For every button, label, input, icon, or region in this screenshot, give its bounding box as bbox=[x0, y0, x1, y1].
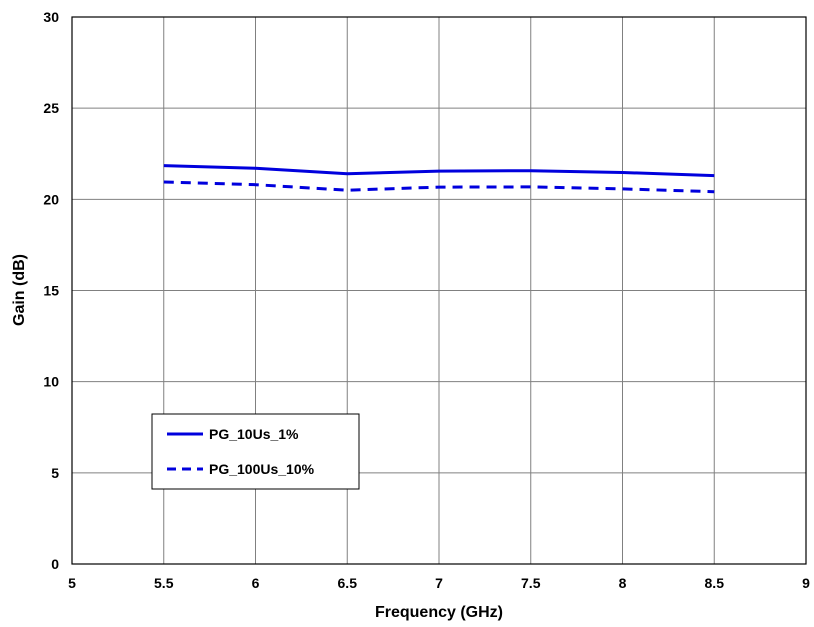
y-tick-label: 5 bbox=[51, 465, 59, 481]
y-tick-label: 0 bbox=[51, 556, 59, 572]
y-tick-label: 30 bbox=[43, 9, 59, 25]
plot-frame bbox=[71, 16, 807, 565]
x-tick-label: 5.5 bbox=[154, 575, 174, 591]
y-tick-labels: 0 5 10 15 20 25 30 bbox=[43, 9, 59, 572]
x-axis-title: Frequency (GHz) bbox=[375, 604, 503, 621]
y-tick-label: 15 bbox=[43, 283, 59, 299]
y-tick-label: 20 bbox=[43, 191, 59, 207]
legend-label-series-2: PG_100Us_10% bbox=[209, 461, 315, 477]
x-tick-label: 5 bbox=[68, 575, 76, 591]
legend: PG_10Us_1% PG_100Us_10% bbox=[151, 413, 360, 490]
x-tick-label: 8 bbox=[619, 575, 627, 591]
x-tick-labels: 5 5.5 6 6.5 7 7.5 8 8.5 9 bbox=[68, 575, 810, 591]
y-tick-label: 10 bbox=[43, 374, 59, 390]
x-tick-label: 9 bbox=[802, 575, 810, 591]
series-layer bbox=[163, 164, 715, 194]
series-line-1 bbox=[163, 164, 715, 178]
y-tick-label: 25 bbox=[43, 100, 59, 116]
x-tick-label: 7 bbox=[435, 575, 443, 591]
x-tick-label: 8.5 bbox=[705, 575, 725, 591]
series-line-2 bbox=[163, 180, 715, 194]
legend-label-series-1: PG_10Us_1% bbox=[209, 426, 299, 442]
legend-box bbox=[151, 413, 360, 490]
y-axis-title: Gain (dB) bbox=[11, 254, 28, 326]
x-tick-label: 7.5 bbox=[521, 575, 541, 591]
x-tick-label: 6 bbox=[252, 575, 260, 591]
x-tick-label: 6.5 bbox=[338, 575, 358, 591]
